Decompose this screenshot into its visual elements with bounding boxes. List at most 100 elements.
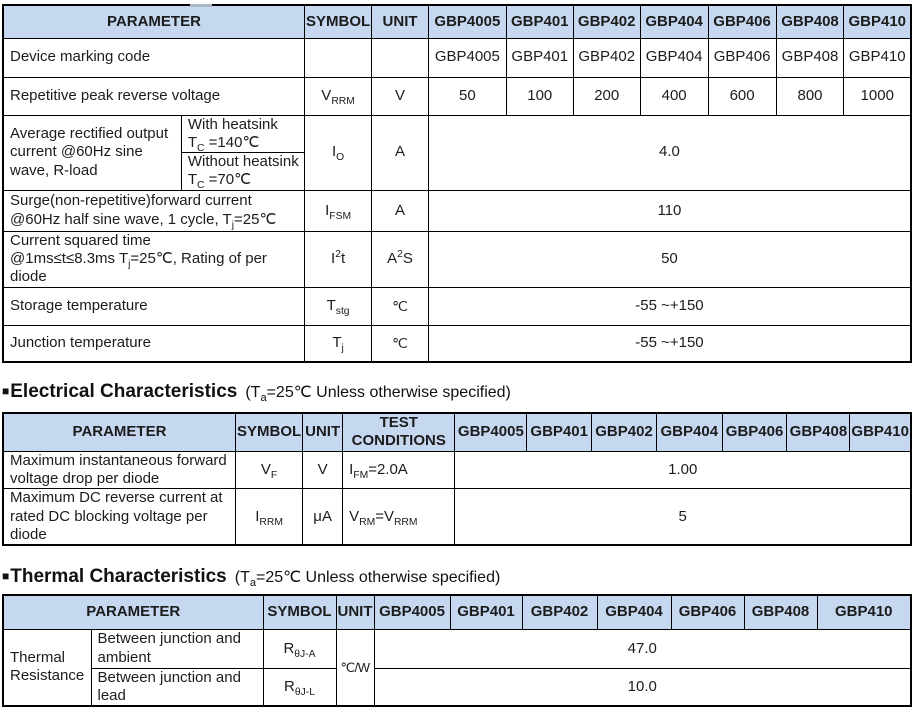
thermal-heading-condition: (Ta=25℃ Unless otherwise specified) <box>234 569 501 590</box>
cond-post: =70℃ <box>204 171 251 189</box>
unit-cell: μA <box>302 488 344 546</box>
electrical-heading-condition: (Ta=25℃ Unless otherwise specified) <box>245 384 511 404</box>
value-cell: GBP402 <box>572 37 641 78</box>
value-span-cell: 5 <box>454 488 912 546</box>
value-cell: 100 <box>505 76 574 116</box>
row-i2t: Current squared time @1ms≤t≤8.3ms Tj=25℃… <box>2 230 912 288</box>
header-device: GBP410 <box>849 412 912 452</box>
value-span-cell: 4.0 <box>427 114 912 191</box>
header-device: GBP401 <box>449 594 523 630</box>
condition-line1: With heatsink <box>187 115 278 133</box>
symbol-post: t <box>340 249 346 267</box>
row-tstg: Storage temperature Tstg ℃ -55 ~+150 <box>2 286 912 326</box>
unit-cell: ℃/W <box>335 628 375 707</box>
symbol-base: R <box>284 677 295 695</box>
header-symbol: SYMBOL <box>303 4 373 39</box>
condition-line2: TC =70℃ <box>188 171 301 189</box>
header-parameter: PARAMETER <box>2 4 305 39</box>
value-span-cell: 10.0 <box>373 667 912 707</box>
header-device: GBP406 <box>670 594 745 630</box>
symbol-cell: IO <box>303 114 373 191</box>
value-cell: GBP404 <box>639 37 709 78</box>
cond-post: =25℃ Unless otherwise specified) <box>266 384 511 402</box>
ratings-header-row: PARAMETER SYMBOL UNIT GBP4005 GBP401 GBP… <box>2 4 912 39</box>
value-span-cell: 47.0 <box>373 628 912 669</box>
unit-cell: V <box>302 450 344 490</box>
heatsink-condition: Without heatsink TC =70℃ <box>180 152 306 191</box>
cond-sub: a <box>249 577 256 590</box>
header-device: GBP402 <box>572 4 641 39</box>
symbol-base: I <box>331 143 337 161</box>
symbol-base: I <box>325 201 330 219</box>
header-device: GBP401 <box>526 412 593 452</box>
symbol-subscript: RRM <box>259 516 283 528</box>
value-cell: 400 <box>639 76 709 116</box>
param-line2: @1ms≤t≤8.3ms Tj=25℃, Rating of per diode <box>10 249 301 286</box>
thermal-section-heading: ■Thermal Characteristics (Ta=25℃ Unless o… <box>2 566 912 590</box>
param-label: Current squared time @1ms≤t≤8.3ms Tj=25℃… <box>2 230 305 288</box>
symbol-subscript: F <box>270 469 278 481</box>
condition-line2: TC =140℃ <box>188 134 301 152</box>
condition-line1: Without heatsink <box>187 153 299 171</box>
param-label: Maximum DC reverse current at rated DC b… <box>2 488 236 546</box>
thermal-header-row: PARAMETER SYMBOL UNIT GBP4005 GBP401 GBP… <box>2 594 912 630</box>
group-label: Thermal Resistance <box>2 628 92 707</box>
cond-post: =140℃ <box>204 133 260 151</box>
symbol-base: I <box>255 507 260 525</box>
cond-post: =25℃ Unless otherwise specified) <box>256 569 501 587</box>
heatsink-condition: With heatsink TC =140℃ <box>180 114 306 154</box>
header-parameter: PARAMETER <box>2 594 264 630</box>
param-line1: Current squared time <box>10 231 151 249</box>
unit-base: A <box>387 249 398 267</box>
row-irrm: Maximum DC reverse current at rated DC b… <box>2 488 912 546</box>
row-ifsm: Surge(non-repetitive)forward current @60… <box>2 189 912 232</box>
header-symbol: SYMBOL <box>262 594 337 630</box>
electrical-heading-title: Electrical Characteristics <box>10 381 238 403</box>
header-device: GBP408 <box>775 4 845 39</box>
header-device: GBP404 <box>655 412 723 452</box>
header-symbol: SYMBOL <box>234 412 304 452</box>
square-bullet-icon: ■ <box>2 384 10 399</box>
header-device: GBP4005 <box>373 594 451 630</box>
value-span-cell: 50 <box>427 230 912 288</box>
test-condition-cell: VRM=VRRM <box>342 488 456 546</box>
symbol-subscript: O <box>336 152 345 164</box>
row-rth-ja: Thermal Resistance Between junction and … <box>2 628 912 707</box>
cond-pre: (T <box>234 569 250 587</box>
symbol-subscript: θJ-A <box>294 648 316 660</box>
header-device: GBP4005 <box>427 4 507 39</box>
header-device: GBP402 <box>521 594 598 630</box>
param-label: Between junction and ambient <box>90 628 264 669</box>
cond-pre: (T <box>245 384 261 402</box>
cond-sub: C <box>197 180 205 191</box>
param-label: Maximum instantaneous forward voltage dr… <box>2 450 236 490</box>
symbol-cell: VRRM <box>303 76 373 116</box>
value-cell: 200 <box>572 76 641 116</box>
header-test-conditions: TEST CONDITIONS <box>342 412 456 452</box>
unit-cell: A2S <box>371 230 429 288</box>
row-vrrm: Repetitive peak reverse voltage VRRM V 5… <box>2 76 912 116</box>
param-label: Repetitive peak reverse voltage <box>2 76 305 116</box>
header-parameter: PARAMETER <box>2 412 236 452</box>
thermal-heading-title: Thermal Characteristics <box>10 566 227 588</box>
header-device: GBP406 <box>721 412 788 452</box>
symbol-base: V <box>260 460 271 478</box>
param-label: Storage temperature <box>2 286 305 326</box>
unit-cell: A <box>371 189 429 232</box>
maximum-ratings-table: PARAMETER SYMBOL UNIT GBP4005 GBP401 GBP… <box>2 4 912 364</box>
symbol-base: I <box>331 249 336 267</box>
cond-pre: T <box>187 133 198 151</box>
cond-post: =25℃ <box>234 210 277 228</box>
square-bullet-icon: ■ <box>2 569 10 584</box>
cond-pre: T <box>187 171 198 189</box>
symbol-cell: VF <box>234 450 304 490</box>
unit-cell: V <box>371 76 429 116</box>
cond-pre: @1ms≤t≤8.3ms T <box>10 249 129 267</box>
value-cell: 1000 <box>843 76 912 116</box>
symbol-subscript: FSM <box>329 210 352 222</box>
cond-post: =2.0A <box>368 460 408 478</box>
param-label: Junction temperature <box>2 324 305 363</box>
unit-superscript: 2 <box>397 248 403 260</box>
header-unit: UNIT <box>302 412 344 452</box>
header-device: GBP404 <box>639 4 709 39</box>
